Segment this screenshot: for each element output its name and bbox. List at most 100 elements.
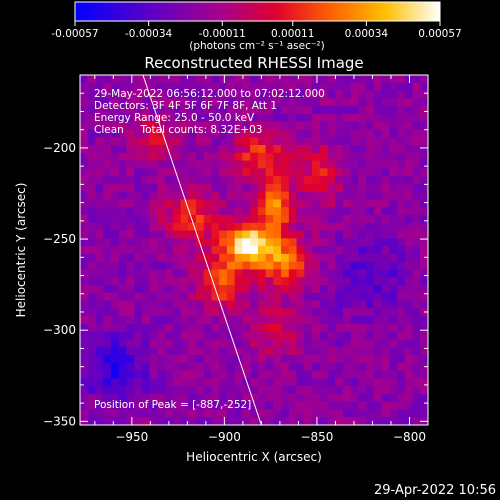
heatmap-cell <box>87 145 96 154</box>
heatmap-cell <box>211 183 220 193</box>
heatmap-cell <box>118 168 127 177</box>
heatmap-cell <box>80 339 89 348</box>
heatmap-cell <box>319 261 328 270</box>
heatmap-cell <box>397 129 406 138</box>
heatmap-cell <box>404 253 413 263</box>
heatmap-cell <box>389 292 398 301</box>
heatmap-cell <box>165 253 174 263</box>
heatmap-cell <box>420 409 428 418</box>
heatmap-cell <box>126 393 135 403</box>
heatmap-cell <box>273 253 282 263</box>
heatmap-cell <box>358 316 367 325</box>
heatmap-cell <box>273 82 282 91</box>
heatmap-cell <box>219 98 228 107</box>
y-tick-label: −300 <box>43 323 76 337</box>
heatmap-cell <box>265 106 274 115</box>
heatmap-cell <box>373 339 382 348</box>
heatmap-cell <box>234 160 243 169</box>
heatmap-cell <box>281 331 290 340</box>
heatmap-cell <box>149 261 158 270</box>
heatmap-cell <box>373 269 382 278</box>
heatmap-cell <box>335 386 344 395</box>
heatmap-cell <box>397 113 406 123</box>
heatmap-cell <box>110 90 120 99</box>
heatmap-cell <box>134 316 143 325</box>
heatmap-cell <box>319 106 328 115</box>
y-tick-label: −200 <box>43 141 76 155</box>
heatmap-cell <box>420 331 428 340</box>
heatmap-cell <box>404 316 413 325</box>
heatmap-cell <box>412 207 421 216</box>
heatmap-cell <box>219 393 228 403</box>
heatmap-cell <box>219 323 228 333</box>
heatmap-cell <box>110 176 120 185</box>
heatmap-cell <box>257 137 266 146</box>
colorbar-tick-label: 0.00034 <box>345 28 389 40</box>
heatmap-cell <box>257 106 266 115</box>
heatmap-cell <box>172 370 181 379</box>
heatmap-cell <box>381 191 390 200</box>
heatmap-cell <box>250 215 259 224</box>
heatmap-cell <box>126 75 135 84</box>
heatmap-cell <box>366 393 375 403</box>
heatmap-cell <box>257 339 266 348</box>
heatmap-cell <box>304 137 313 146</box>
heatmap-cell <box>350 347 359 356</box>
heatmap-cell <box>281 222 290 231</box>
y-axis-label: Heliocentric Y (arcsec) <box>14 183 28 318</box>
heatmap-cell <box>412 261 421 270</box>
heatmap-cell <box>172 386 181 395</box>
heatmap-cell <box>273 222 282 231</box>
heatmap-cell <box>103 409 112 418</box>
heatmap-cell <box>234 183 243 193</box>
heatmap-cell <box>234 316 243 325</box>
heatmap-cell <box>265 370 274 379</box>
heatmap-cell <box>257 222 266 231</box>
heatmap-cell <box>381 82 390 91</box>
heatmap-cell <box>234 269 243 278</box>
heatmap-cell <box>412 222 421 231</box>
heatmap-cell <box>288 339 297 348</box>
heatmap-cell <box>226 308 236 317</box>
heatmap-cell <box>226 339 236 348</box>
heatmap-cell <box>404 347 413 356</box>
heatmap-cell <box>281 121 290 130</box>
heatmap-cell <box>404 145 413 154</box>
heatmap-cell <box>273 183 282 193</box>
heatmap-cell <box>219 121 228 130</box>
heatmap-cell <box>87 261 96 270</box>
heatmap-cell <box>87 82 96 91</box>
heatmap-cell <box>141 90 150 99</box>
heatmap-cell <box>350 246 359 255</box>
heatmap-cell <box>358 106 367 115</box>
heatmap-cell <box>319 191 328 200</box>
heatmap-cell <box>180 347 189 356</box>
heatmap-cell <box>296 347 305 356</box>
heatmap-cell <box>412 168 421 177</box>
heatmap-cell <box>366 370 375 379</box>
heatmap-cell <box>172 222 181 231</box>
heatmap-cell <box>420 121 428 130</box>
heatmap-cell <box>312 222 321 231</box>
heatmap-cell <box>80 137 89 146</box>
heatmap-cell <box>234 370 243 379</box>
heatmap-cell <box>172 246 181 255</box>
heatmap-cell <box>389 90 398 99</box>
heatmap-cell <box>149 168 158 177</box>
heatmap-cell <box>250 230 259 239</box>
heatmap-cell <box>250 362 259 371</box>
heatmap-cell <box>312 199 321 208</box>
heatmap-cell <box>389 82 398 91</box>
heatmap-cell <box>95 160 104 169</box>
heatmap-cell <box>312 82 321 91</box>
heatmap-cell <box>203 292 212 301</box>
heatmap-cell <box>242 323 251 333</box>
heatmap-cell <box>288 246 297 255</box>
heatmap-cell <box>87 230 96 239</box>
heatmap-cell <box>226 215 236 224</box>
heatmap-cell <box>118 300 127 309</box>
heatmap-cell <box>381 362 390 371</box>
heatmap-cell <box>126 191 135 200</box>
heatmap-cell <box>366 331 375 340</box>
heatmap-cell <box>250 393 259 403</box>
